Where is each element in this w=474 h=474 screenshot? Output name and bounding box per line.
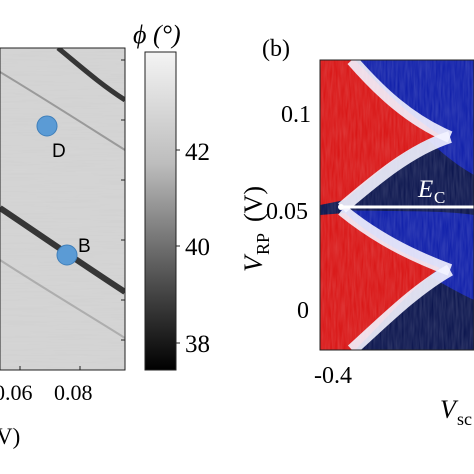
marker-b — [56, 244, 78, 266]
marker-d — [36, 115, 58, 137]
panel-a-frame — [0, 47, 126, 371]
charge-transition-line-lower-b — [0, 259, 125, 339]
colorbar-tick-40: 40 — [185, 234, 210, 261]
panel-b-xlabel-main: V — [440, 395, 459, 424]
annotation-ec: E — [417, 176, 433, 203]
panel-b-ylabel: V RP (V) — [239, 186, 273, 272]
panel-a-map — [0, 48, 125, 370]
charge-transition-line-upper — [56, 48, 125, 103]
svg-text:(V): (V) — [239, 186, 268, 222]
panel-b-label: (b) — [262, 36, 290, 62]
annotation-ec-sub: C — [434, 188, 445, 207]
panel-b-ytick-0.1: 0.1 — [281, 102, 311, 128]
panel-b-xlabel-sub: sc — [457, 409, 472, 429]
colorbar-tick-42: 42 — [185, 139, 210, 166]
panel-b-map — [320, 60, 474, 350]
panel-a-xlabel-fragment: V) — [0, 424, 20, 449]
colorbar-tick-38: 38 — [185, 331, 210, 358]
panel-b-ytick-0.05: 0.05 — [266, 199, 308, 225]
svg-text:V: V — [239, 253, 268, 272]
panel-b-xtick-neg0.4: -0.4 — [314, 363, 352, 389]
marker-b-label: B — [78, 236, 91, 257]
colorbar — [144, 51, 180, 371]
panel-a-xtick-1: 0.08 — [54, 380, 93, 405]
colorbar-label: ϕ (°) — [133, 20, 181, 49]
svg-text:RP: RP — [253, 233, 273, 255]
panel-a-tick-marks — [19, 59, 125, 370]
marker-d-label: D — [52, 141, 66, 162]
panel-a-xtick-0: 0.06 — [0, 380, 33, 405]
panel-b-ytick-0: 0 — [297, 298, 309, 324]
panel-b-frame — [319, 59, 474, 351]
charge-transition-line-upper-b — [0, 71, 125, 151]
charge-transition-line-lower — [0, 205, 125, 295]
